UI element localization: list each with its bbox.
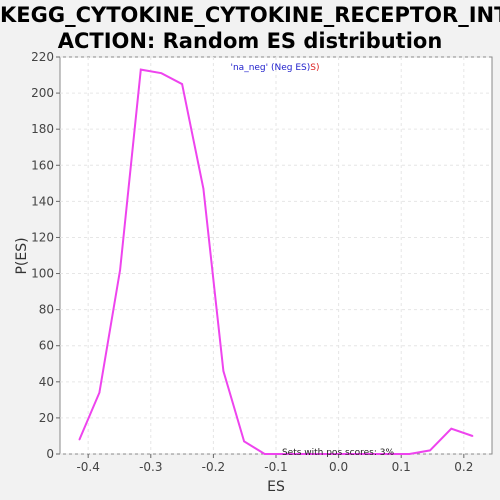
x-axis-label: ES: [267, 479, 285, 495]
pos-scores-note: Sets with pos scores: 3%: [282, 448, 395, 458]
data-point: [429, 449, 431, 452]
data-point: [284, 453, 287, 455]
data-point: [263, 453, 266, 455]
data-point: [202, 187, 205, 190]
data-point: [387, 453, 390, 455]
data-point: [98, 391, 101, 394]
data-point: [408, 453, 411, 455]
y-tick-label: 140: [31, 194, 54, 208]
legend: 'na_neg' (Neg ES)S): [231, 63, 320, 73]
y-tick-label: 40: [39, 375, 54, 389]
series-line: [78, 68, 473, 455]
x-tick-label: -0.2: [202, 460, 225, 474]
x-tick-label: -0.4: [76, 460, 99, 474]
y-tick-label: 60: [39, 339, 54, 353]
legend-entry-neg-es: 'na_neg' (Neg ES): [231, 63, 311, 73]
y-tick-label: 20: [39, 411, 54, 425]
grid: [60, 56, 492, 455]
data-point: [450, 427, 453, 430]
data-point: [367, 453, 369, 455]
x-tick-label: 0.1: [392, 460, 411, 474]
data-point: [160, 72, 163, 75]
chart-title: KEGG_CYTOKINE_CYTOKINE_RECEPTOR_INTER AC…: [0, 2, 500, 54]
chart-title-line-2: ACTION: Random ES distribution: [57, 29, 443, 53]
y-axis-ticks: 0 20 40 60 80 100 120 140 160 180 200 220: [31, 50, 60, 461]
data-point: [305, 453, 307, 455]
data-point: [222, 370, 225, 372]
data-point: [325, 453, 328, 455]
y-tick-label: 180: [31, 122, 54, 136]
y-axis-label: P(ES): [14, 237, 30, 274]
y-tick-label: 120: [31, 230, 54, 244]
data-point: [346, 453, 349, 455]
data-point: [471, 435, 474, 437]
data-point: [119, 269, 121, 271]
y-tick-label: 80: [39, 303, 54, 317]
x-tick-label: 0.2: [454, 460, 473, 474]
x-axis-ticks: -0.4 -0.3 -0.2 -0.1 0.0 0.1 0.2: [76, 454, 473, 474]
x-tick-label: -0.3: [139, 460, 162, 474]
y-tick-label: 160: [31, 158, 54, 172]
x-tick-label: -0.1: [264, 460, 287, 474]
data-point: [243, 440, 245, 443]
series-layer: [78, 68, 474, 455]
y-tick-label: 200: [31, 86, 54, 100]
data-point: [78, 438, 81, 441]
y-tick-label: 220: [31, 50, 54, 64]
y-tick-label: 100: [31, 267, 54, 281]
legend-entry-suffix: S): [310, 63, 319, 73]
chart-title-line-1: KEGG_CYTOKINE_CYTOKINE_RECEPTOR_INTER: [0, 3, 500, 27]
x-tick-label: 0.0: [329, 460, 348, 474]
data-point: [181, 83, 183, 85]
y-tick-label: 0: [46, 447, 54, 461]
data-point: [139, 68, 142, 71]
